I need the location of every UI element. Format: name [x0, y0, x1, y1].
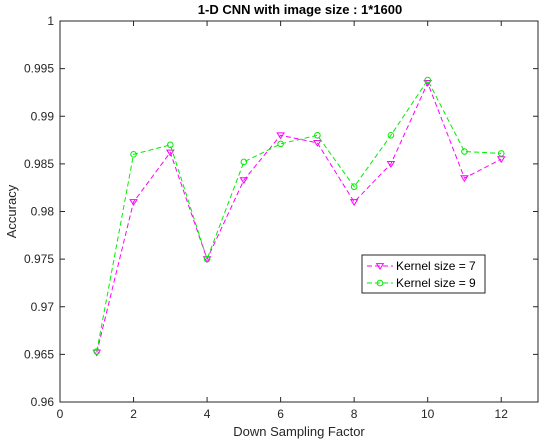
data-point — [496, 156, 506, 164]
data-point — [203, 255, 211, 263]
legend-swatch-marker — [375, 263, 385, 271]
legend-label: Kernel size = 9 — [396, 276, 476, 290]
y-tick-label: 1 — [47, 14, 54, 28]
data-point — [349, 199, 359, 206]
data-point — [130, 151, 137, 158]
x-tick-label: 0 — [57, 407, 64, 421]
x-tick-label: 12 — [495, 407, 509, 421]
x-tick-label: 2 — [130, 407, 137, 421]
data-point — [386, 160, 396, 168]
y-axis-title: Accuracy — [4, 184, 19, 238]
y-axis: 0.96 0.965 0.97 0.975 0.98 0.985 0.99 0.995 1 — [24, 14, 538, 409]
data-point — [314, 132, 321, 139]
data-point — [424, 76, 431, 84]
y-tick-label: 0.98 — [31, 205, 55, 219]
series-line — [96, 79, 502, 352]
y-tick-label: 0.985 — [24, 157, 54, 171]
chart-title: 1-D CNN with image size : 1*1600 — [198, 2, 402, 17]
y-tick-label: 0.975 — [24, 252, 54, 266]
legend-entry: Kernel size = 7 — [367, 259, 476, 273]
data-point — [167, 141, 174, 149]
x-tick-label: 6 — [277, 407, 284, 421]
data-point — [239, 177, 249, 185]
data-point — [350, 183, 358, 191]
series-layer — [92, 76, 506, 357]
x-axis: 0 2 4 6 8 10 12 — [57, 21, 509, 421]
x-tick-label: 4 — [204, 407, 211, 421]
y-tick-label: 0.99 — [31, 109, 55, 123]
data-point — [387, 132, 395, 139]
data-point — [129, 199, 138, 206]
data-point — [240, 158, 248, 166]
y-tick-label: 0.965 — [24, 347, 54, 361]
plot-area — [59, 20, 539, 403]
legend-entry: Kernel size = 9 — [367, 276, 476, 290]
data-point — [93, 348, 101, 355]
series-2 — [93, 76, 505, 355]
legend-swatch-marker — [376, 279, 384, 287]
legend: Kernel size = 7 Kernel size = 9 — [361, 254, 486, 294]
data-point — [276, 132, 285, 140]
data-point — [166, 149, 175, 157]
y-tick-label: 0.96 — [31, 395, 55, 409]
data-point — [460, 175, 469, 183]
data-point — [461, 148, 468, 155]
series-line — [96, 81, 502, 353]
legend-label: Kernel size = 7 — [396, 259, 476, 273]
x-tick-label: 10 — [421, 407, 435, 421]
x-tick-label: 8 — [351, 407, 358, 421]
x-axis-title: Down Sampling Factor — [233, 424, 365, 439]
axes-box — [59, 20, 539, 403]
legend-box — [361, 254, 486, 294]
data-point — [277, 140, 284, 148]
data-point — [497, 150, 505, 157]
y-tick-label: 0.995 — [24, 62, 54, 76]
y-tick-label: 0.97 — [31, 300, 55, 314]
data-point — [313, 140, 322, 147]
